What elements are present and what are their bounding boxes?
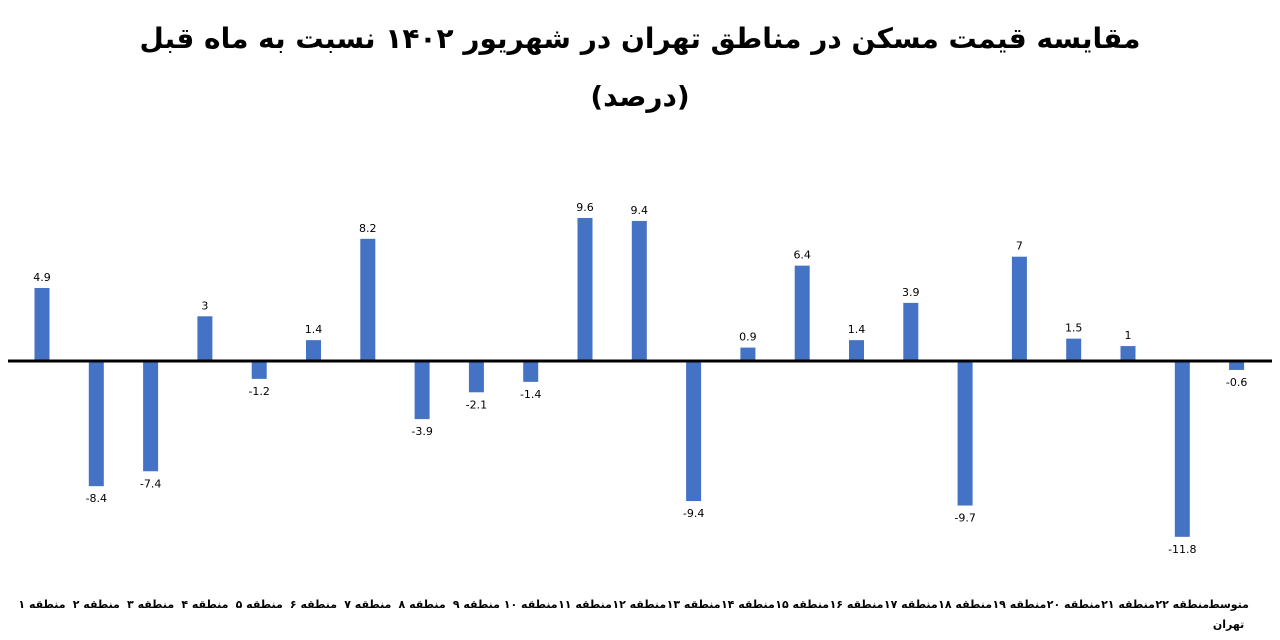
x-tick-label-20: منطقه ۲۰ — [1047, 598, 1101, 611]
value-label-6: 1.4 — [305, 323, 323, 336]
x-tick-label-4: منطقه ۴ — [181, 598, 228, 611]
chart-title: مقایسه قیمت مسکن در مناطق تهران در شهریو… — [139, 22, 1141, 55]
value-label-14: 0.9 — [739, 331, 757, 344]
value-label-17: 3.9 — [902, 286, 920, 299]
value-label-19: 7 — [1016, 240, 1023, 253]
x-tick-label-23: متوسط تهران — [1208, 598, 1249, 631]
bar-17 — [903, 302, 919, 361]
x-tick-label-14: منطقه ۱۴ — [721, 598, 775, 611]
value-label-11: 9.6 — [576, 201, 594, 214]
x-tick-label-3: منطقه ۳ — [127, 598, 174, 611]
value-label-16: 1.4 — [848, 323, 866, 336]
value-label-10: -1.4 — [520, 388, 541, 401]
bar-16 — [849, 340, 864, 361]
bar-14 — [740, 347, 756, 361]
chart-subtitle: (درصد) — [590, 80, 690, 113]
bar-5 — [251, 361, 267, 379]
bar-3 — [143, 361, 159, 472]
bar-18 — [957, 361, 973, 506]
value-label-8: -3.9 — [411, 425, 432, 438]
value-label-20: 1.5 — [1065, 322, 1083, 335]
bar-6 — [306, 340, 321, 361]
bar-15 — [794, 265, 810, 361]
x-tick-label-10: منطقه ۱۰ — [504, 598, 558, 611]
bars-group — [34, 217, 1245, 537]
x-tick-label-1: منطقه ۱ — [18, 598, 65, 611]
x-labels-group: منطقه ۱ منطقه ۲ منطقه ۳ منطقه ۴ منطقه ۵ منطقه… — [18, 598, 1249, 631]
value-label-7: 8.2 — [359, 222, 377, 235]
value-label-3: -7.4 — [140, 477, 161, 490]
x-tick-label-16: منطقه ۱۶ — [830, 598, 884, 611]
bar-19 — [1011, 256, 1027, 361]
value-label-9: -2.1 — [466, 398, 487, 411]
value-label-15: 6.4 — [793, 249, 811, 262]
bar-21 — [1120, 346, 1136, 361]
x-tick-label-6: منطقه ۶ — [290, 598, 337, 611]
value-label-4: 3 — [201, 299, 208, 312]
x-tick-label-7: منطقه ۷ — [344, 598, 391, 611]
value-label-21: 1 — [1125, 329, 1132, 342]
x-tick-label-19: منطقه ۱۹ — [992, 598, 1046, 611]
bar-10 — [523, 361, 539, 382]
x-tick-label-17: منطقه ۱۷ — [884, 598, 938, 611]
bar-8 — [414, 361, 430, 420]
x-tick-label-8: منطقه ۸ — [399, 598, 446, 611]
bar-11 — [577, 217, 593, 361]
value-labels-group: 4.9 -8.4 -7.4 3 -1.2 1.4 8.2 -3.9 -2.1 -1.4 9.6 9.4… — [33, 201, 1247, 556]
bar-12 — [631, 220, 647, 361]
x-tick-label-13: منطقه ۱۳ — [667, 598, 721, 611]
value-label-1: 4.9 — [33, 271, 51, 284]
x-tick-label-15: منطقه ۱۵ — [775, 598, 829, 611]
bar-13 — [686, 361, 702, 502]
bar-1 — [34, 287, 50, 361]
bar-20 — [1066, 338, 1082, 361]
bar-23 — [1229, 361, 1245, 370]
value-label-13: -9.4 — [683, 507, 704, 520]
bar-2 — [88, 361, 104, 487]
x-tick-label-21: منطقه ۲۱ — [1101, 598, 1155, 611]
value-label-2: -8.4 — [86, 492, 107, 505]
bar-22 — [1174, 361, 1190, 537]
x-tick-label-9: منطقه ۹ — [453, 598, 500, 611]
value-label-23: -0.6 — [1226, 376, 1247, 389]
value-label-22: -11.8 — [1168, 543, 1196, 556]
bar-4 — [197, 316, 213, 361]
x-tick-label-2: منطقه ۲ — [73, 598, 120, 611]
value-label-5: -1.2 — [248, 385, 269, 398]
x-tick-label-12: منطقه ۱۲ — [612, 598, 666, 611]
value-label-12: 9.4 — [631, 204, 649, 217]
x-tick-label-11: منطقه ۱۱ — [558, 598, 612, 611]
bar-9 — [468, 361, 484, 393]
x-tick-label-5: منطقه ۵ — [236, 598, 283, 611]
x-tick-label-18: منطقه ۱۸ — [938, 598, 992, 611]
x-tick-label-22: منطقه ۲۲ — [1155, 598, 1209, 611]
value-label-18: -9.7 — [954, 512, 975, 525]
bar-7 — [360, 238, 376, 361]
